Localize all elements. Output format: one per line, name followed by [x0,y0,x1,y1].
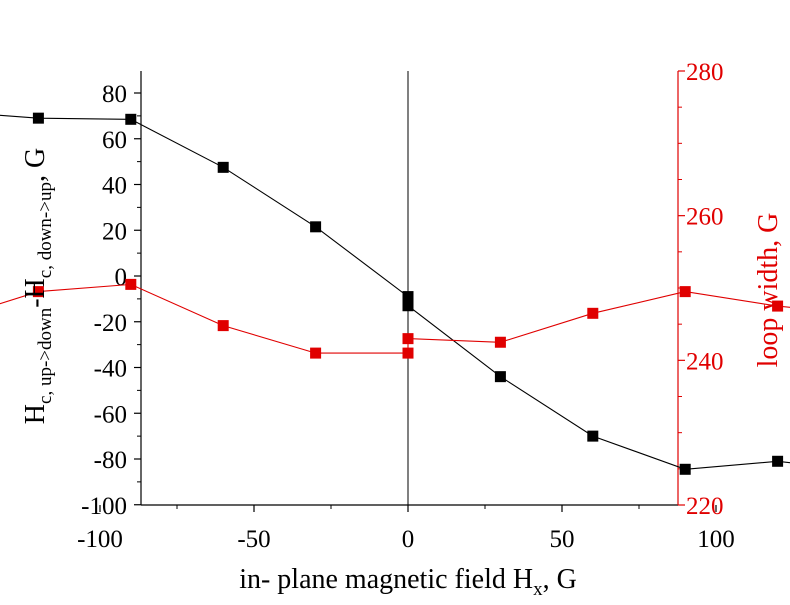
x-tick-label: 0 [402,526,415,553]
y-right-tick-label: 240 [686,348,724,375]
series-right-marker [679,286,691,298]
y-left-tick-label: -40 [94,356,127,383]
y-left-tick-label: -60 [94,401,127,428]
y-left-tick-label: -20 [94,310,127,337]
series-right-marker [772,300,784,312]
data-series [0,112,790,475]
series-right-marker [494,336,506,348]
series-right-line [0,283,790,354]
series-left-marker [310,221,322,233]
y-left-tick-label: -80 [94,447,127,474]
x-tick-label: 100 [697,526,735,553]
series-right-marker [310,347,322,359]
x-axis-title: in- plane magnetic field Hx, G [239,564,577,600]
y-right-axis-title: loop width, G [753,213,784,368]
x-tick-label: -100 [77,526,123,553]
series-left-marker [402,291,414,303]
y-right-tick-label: 280 [686,59,724,86]
y-left-tick-label: 80 [102,81,127,108]
series-left-marker [217,161,229,173]
y-left-tick-label: 40 [102,173,127,200]
x-tick-label: -50 [237,526,270,553]
series-left-marker [32,112,44,124]
tick-marks [99,70,717,512]
y-left-tick-label: 60 [102,127,127,154]
series-left-marker [125,113,137,125]
series-left-marker [587,430,599,442]
x-tick-label: 50 [550,526,575,553]
series-right-marker [587,307,599,319]
series-right-marker [402,347,414,359]
y-left-axis-title: Hc, up->down-Hc, down->up, G [20,148,56,424]
series-right-marker [125,278,137,290]
tick-labels: -150-100-50050100150806040200-20-40-60-8… [77,59,735,553]
series-right-marker [32,286,44,298]
series-right-marker [217,320,229,332]
y-right-tick-label: 260 [686,204,724,231]
series-left-marker [402,300,414,312]
y-left-tick-label: 0 [115,264,128,291]
y-left-tick-label: 20 [102,218,127,245]
series-left-marker [494,371,506,383]
series-left-marker [772,455,784,467]
series-left-marker [679,463,691,475]
series-right-marker [402,333,414,345]
y-right-tick-label: 220 [686,493,724,520]
y-left-tick-label: -100 [81,493,127,520]
